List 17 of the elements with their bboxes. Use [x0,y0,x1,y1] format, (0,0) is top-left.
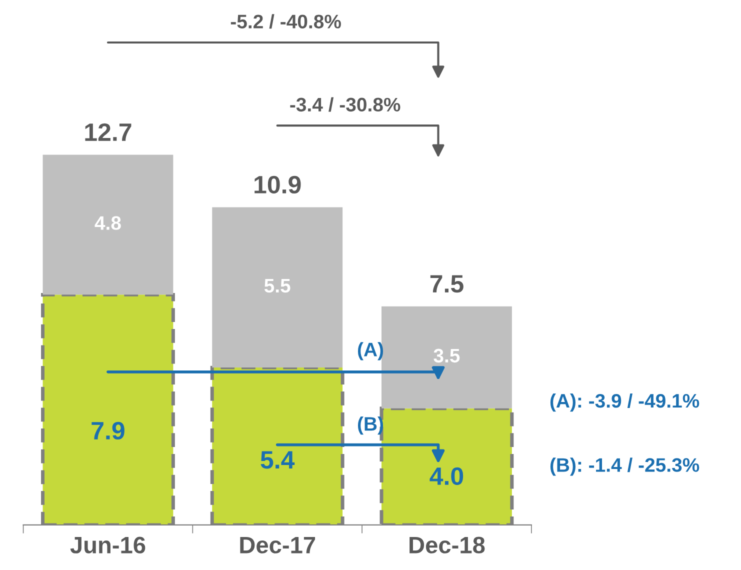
total-label: 7.5 [430,275,464,293]
text: (A): -3.9 / -49.1% [550,393,700,412]
text: (B): -1.4 / -25.3% [550,458,700,476]
data-label: 4.0 [430,467,464,486]
annotation: (A) [358,342,384,360]
total-label: 10.9 [254,176,301,194]
text: -5.2 / -40.8% [230,14,341,29]
text: -3.4 / -30.8% [290,97,400,112]
total-label: 12.7 [85,123,132,141]
x-tick-label: Jun-16 [70,536,146,554]
data-label: 7.9 [92,422,124,440]
data-label: 5.4 [260,451,295,469]
data-label: 3.5 [434,348,460,363]
data-label: 5.5 [264,279,290,293]
x-tick-label: Dec-18 [410,536,485,554]
data-label: 4.8 [94,216,121,230]
x-tick-label: Dec-17 [240,536,316,554]
